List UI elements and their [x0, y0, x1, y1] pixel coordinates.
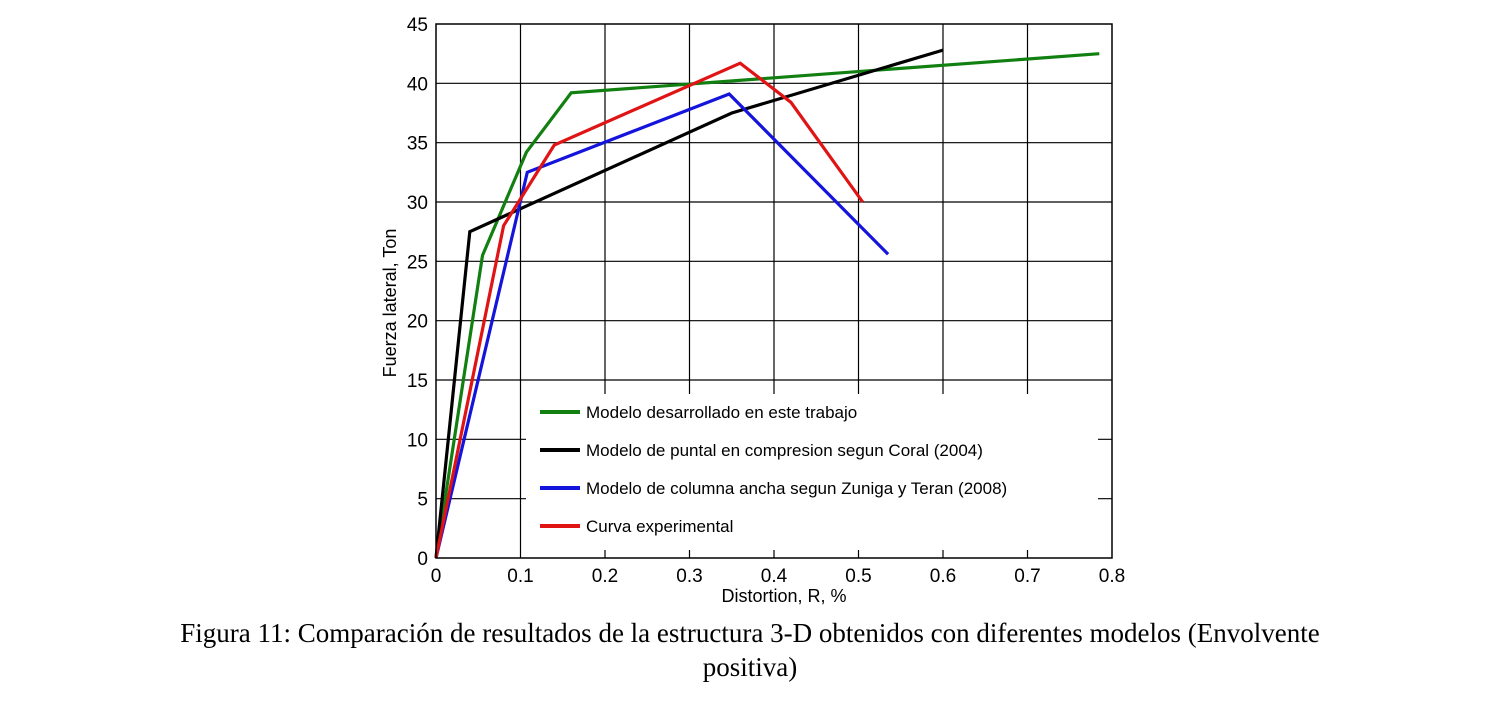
- chart-legend: Modelo desarrollado en este trabajo Model…: [526, 394, 1098, 550]
- x-tick-label: 0.5: [845, 566, 871, 587]
- x-tick-label: 0.8: [1099, 566, 1125, 587]
- x-tick-label: 0: [431, 566, 442, 587]
- series-line-4: [434, 61, 864, 559]
- y-tick-label: 15: [407, 371, 428, 392]
- x-tick-label: 0.3: [676, 566, 702, 587]
- line-chart: 0 0.1 0.2 0.3 0.4 0.5 0.6 0.7 0.8 0 5 10 15 20 25 30 35 4…: [380, 15, 1125, 606]
- y-tick-label: 20: [407, 312, 428, 333]
- caption-line-1: Figura 11: Comparación de resultados de …: [180, 618, 1320, 648]
- y-tick-label: 25: [407, 252, 428, 273]
- figure-caption: Figura 11: Comparación de resultados de …: [100, 616, 1400, 684]
- y-tick-label: 5: [417, 490, 428, 511]
- x-axis-label: Distortion, R, %: [721, 586, 846, 606]
- caption-line-2: positiva): [702, 652, 798, 682]
- y-axis-label: Fuerza lateral, Ton: [380, 229, 400, 378]
- legend-entry-1: Modelo desarrollado en este trabajo: [586, 403, 857, 422]
- x-tick-label: 0.1: [507, 566, 533, 587]
- x-tick-label: 0.4: [761, 566, 788, 587]
- y-tick-label: 30: [407, 193, 428, 214]
- y-tick-label: 35: [407, 134, 428, 155]
- plot-frame: [435, 23, 1113, 559]
- legend-entry-2: Modelo de puntal en compresion segun Cor…: [586, 441, 983, 460]
- y-tick-label: 40: [407, 74, 428, 95]
- y-tick-label: 10: [407, 430, 428, 451]
- legend-entry-4: Curva experimental: [586, 517, 733, 536]
- axis-ticks: 0 0.1 0.2 0.3 0.4 0.5 0.6 0.7 0.8 0 5 10 15 20 25 30 35 4…: [407, 15, 1125, 587]
- chart-grid: [436, 24, 1112, 558]
- legend-entry-3: Modelo de columna ancha segun Zuniga y T…: [586, 479, 1007, 498]
- series-line-1: [434, 52, 1100, 559]
- series-line-3: [434, 92, 890, 559]
- legend-box: [526, 394, 1098, 550]
- x-tick-label: 0.2: [592, 566, 618, 587]
- series-line-2: [434, 48, 944, 559]
- y-tick-label: 45: [407, 15, 428, 36]
- x-tick-label: 0.7: [1014, 566, 1040, 587]
- x-tick-label: 0.6: [930, 566, 956, 587]
- chart-series: [434, 48, 1100, 559]
- y-tick-label: 0: [417, 549, 428, 570]
